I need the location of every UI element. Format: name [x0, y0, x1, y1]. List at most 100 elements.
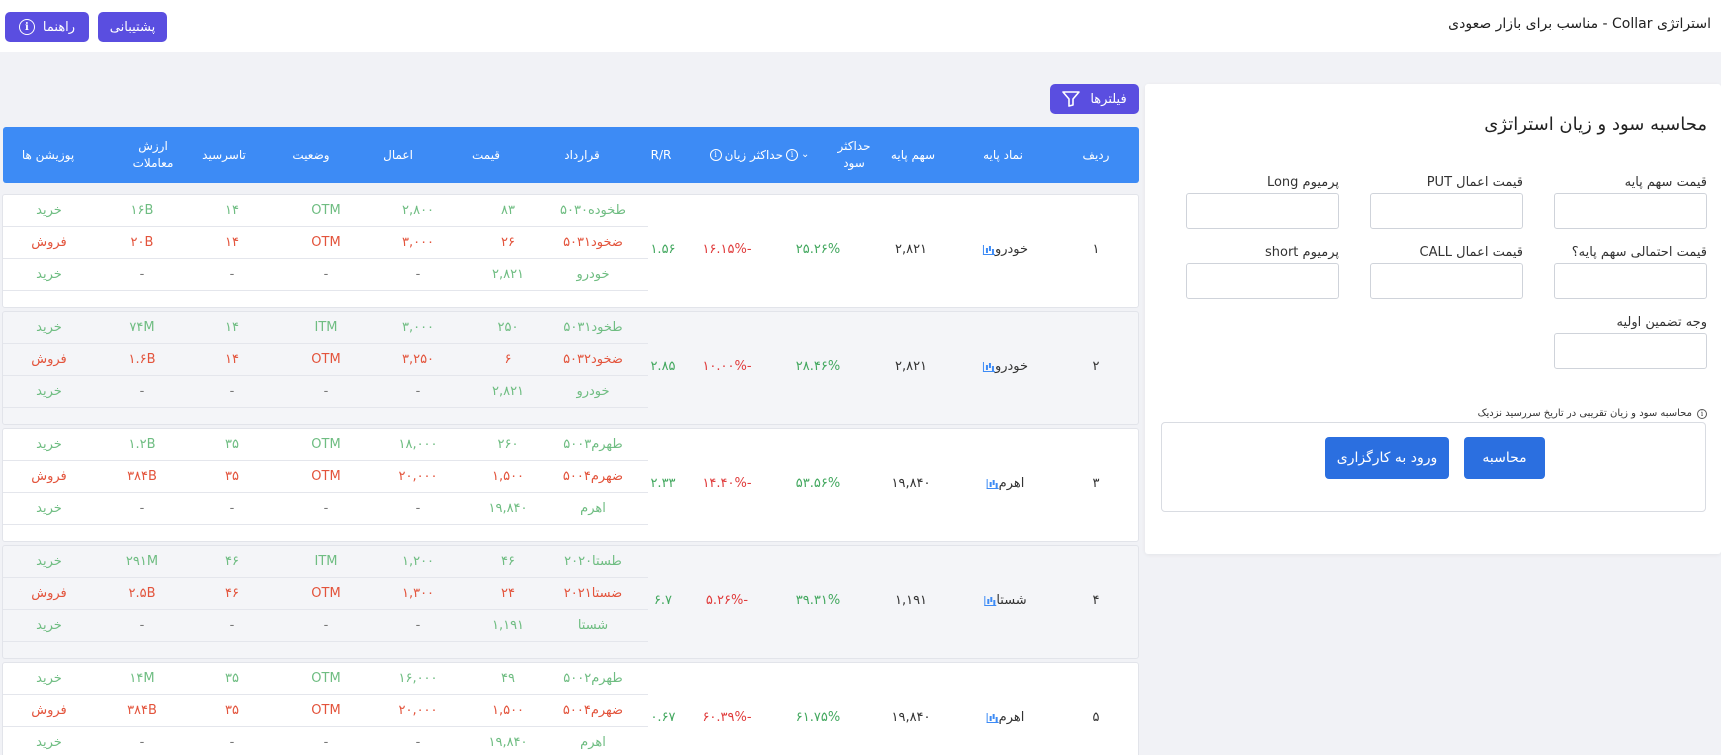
leg-contract[interactable]: ضخود۵۰۳۲: [563, 352, 623, 367]
leg-position: فروش: [31, 469, 67, 484]
leg-contract[interactable]: طهرم۵۰۰۳: [563, 437, 623, 452]
leg-position: خرید: [36, 384, 62, 399]
base-symbol[interactable]: شستا: [981, 593, 1027, 608]
base-price: ۱,۱۹۱: [894, 593, 928, 608]
leg-contract[interactable]: ضخود۵۰۳۱: [563, 235, 623, 250]
leg-value: -: [139, 735, 145, 750]
table-row[interactable]: ۲ خودرو ۲,۸۲۱ ۲۸.۴۶% -۱۰.۰۰% ۲.۸۵ طخود۵۰۳۱ ۲۵۰ ۳…: [2, 311, 1139, 425]
leg-contract[interactable]: طخوده۵۰۳۰: [560, 203, 626, 218]
base-price: ۲,۸۲۱: [894, 359, 928, 374]
leg-status: OTM: [311, 671, 341, 686]
leg-position: خرید: [36, 437, 62, 452]
header-max-loss[interactable]: ⌄ i حداکثر زیان i: [695, 127, 825, 183]
input-base-price[interactable]: [1554, 193, 1707, 229]
base-symbol[interactable]: اهرم: [984, 476, 1024, 491]
leg-strike: ۳,۲۵۰: [401, 352, 435, 367]
leg-contract[interactable]: طهرم۵۰۰۲: [563, 671, 623, 686]
leg-status: OTM: [311, 437, 341, 452]
leg-value: -: [139, 618, 145, 633]
leg-value: ۱۶B: [130, 203, 154, 218]
table-row[interactable]: ۴ شستا ۱,۱۹۱ ۳۹.۳۱% -۵.۲۶% ۶.۷ طستا۲۰۲۰ ۴۶ ۱,۲۰۰…: [2, 545, 1139, 659]
base-symbol[interactable]: خودرو: [980, 242, 1028, 257]
leg-contract[interactable]: ضستا۲۰۲۱: [563, 586, 623, 601]
label-long-premium: پرمیوم Long: [1266, 175, 1339, 190]
leg-row: ضخود۵۰۳۲ ۶ ۳,۲۵۰ OTM ۱۴ ۱.۶B فروش: [3, 344, 648, 376]
max-loss: -۱۰.۰۰%: [702, 359, 752, 374]
leg-value: ۱.۶B: [128, 352, 156, 367]
max-profit: ۲۸.۴۶%: [795, 359, 841, 374]
label-short-premium: پرمیوم short: [1265, 245, 1339, 260]
base-price: ۱۹,۸۴۰: [891, 710, 931, 725]
base-symbol-label: خودرو: [994, 242, 1029, 257]
leg-contract[interactable]: خودرو: [576, 267, 610, 282]
base-symbol-label: شستا: [996, 593, 1027, 608]
leg-price: ۲,۸۲۱: [491, 384, 525, 399]
input-expected-base-price[interactable]: [1554, 263, 1707, 299]
leg-status: -: [323, 735, 329, 750]
leg-strike: -: [415, 384, 421, 399]
input-put-strike[interactable]: [1370, 193, 1523, 229]
leg-position: فروش: [31, 586, 67, 601]
header-row: ردیف: [1082, 147, 1110, 162]
leg-strike: ۳,۰۰۰: [401, 235, 435, 250]
leg-price: ۲,۸۲۱: [491, 267, 525, 282]
base-symbol-label: خودرو: [994, 359, 1029, 374]
leg-status: -: [323, 267, 329, 282]
header-max-loss-label: حداکثر زیان: [724, 147, 784, 162]
calculator-panel: محاسبه سود و زیان استراتژی قیمت سهم پایه…: [1145, 84, 1721, 554]
leg-status: -: [323, 384, 329, 399]
leg-maturity: -: [229, 384, 235, 399]
header-maturity: تاسرسید: [202, 147, 246, 162]
leg-price: ۱۹,۸۴۰: [488, 501, 528, 516]
leg-contract[interactable]: طخود۵۰۳۱: [563, 320, 623, 335]
table-row[interactable]: ۵ اهرم ۱۹,۸۴۰ ۶۱.۷۵% -۶۰.۳۹% ۰.۶۷ طهرم۵۰۰۲ ۴۹ ۱۶…: [2, 662, 1139, 755]
filters-button[interactable]: فیلترها: [1050, 84, 1139, 114]
leg-position: خرید: [36, 267, 62, 282]
leg-strike: ۱۸,۰۰۰: [398, 437, 438, 452]
filters-label: فیلترها: [1090, 91, 1127, 107]
header-max-profit-label: حداکثر سود: [837, 139, 871, 170]
support-button[interactable]: پشتیبانی: [98, 12, 167, 42]
leg-row: ضستا۲۰۲۱ ۲۴ ۱,۳۰۰ OTM ۴۶ ۲.۵B فروش: [3, 578, 648, 610]
leg-value: ۲۹۱M: [125, 554, 159, 569]
leg-maturity: ۳۵: [225, 437, 239, 452]
leg-maturity: ۴۶: [225, 586, 239, 601]
leg-position: فروش: [31, 235, 67, 250]
header-max-profit[interactable]: حداکثر سود: [829, 127, 879, 183]
base-symbol-label: اهرم: [998, 710, 1025, 725]
table-row[interactable]: ۳ اهرم ۱۹,۸۴۰ ۵۳.۵۶% -۱۴.۴۰% ۲.۳۳ طهرم۵۰۰۳ ۲۶۰ ۱…: [2, 428, 1139, 542]
max-profit: ۳۹.۳۱%: [795, 593, 841, 608]
leg-price: ۲۶۰: [497, 437, 519, 452]
leg-price: ۲۴: [501, 586, 515, 601]
leg-status: ITM: [314, 320, 338, 335]
leg-contract[interactable]: اهرم: [580, 501, 606, 516]
chart-icon: [982, 361, 995, 372]
input-long-premium[interactable]: [1186, 193, 1339, 229]
label-put-strike: قیمت اعمال PUT: [1426, 175, 1523, 190]
input-initial-margin[interactable]: [1554, 333, 1707, 369]
leg-contract[interactable]: شستا: [577, 618, 609, 633]
leg-status: OTM: [311, 352, 341, 367]
leg-contract[interactable]: اهرم: [580, 735, 606, 750]
base-symbol[interactable]: اهرم: [984, 710, 1025, 725]
leg-contract[interactable]: ضهرم۵۰۰۴: [562, 703, 624, 718]
leg-contract[interactable]: خودرو: [576, 384, 610, 399]
max-profit: ۲۵.۲۶%: [795, 242, 841, 257]
max-loss: -۶۰.۳۹%: [702, 710, 752, 725]
label-expected-base-price: قیمت احتمالی سهم پایه؟: [1571, 245, 1707, 260]
header-contract: قرارداد: [564, 147, 600, 162]
chart-icon: [986, 712, 999, 723]
input-short-premium[interactable]: [1186, 263, 1339, 299]
leg-position: فروش: [31, 703, 67, 718]
leg-row: خودرو ۲,۸۲۱ - - - - خرید: [3, 376, 648, 408]
input-call-strike[interactable]: [1370, 263, 1523, 299]
calculate-button[interactable]: محاسبه: [1464, 437, 1545, 479]
leg-maturity: ۳۵: [225, 469, 239, 484]
leg-row: ضخود۵۰۳۱ ۲۶ ۳,۰۰۰ OTM ۱۴ ۲۰B فروش: [3, 227, 648, 259]
broker-login-button[interactable]: ورود به کارگزاری: [1325, 437, 1449, 479]
help-button[interactable]: راهنما i: [5, 12, 89, 42]
base-symbol[interactable]: خودرو: [980, 359, 1028, 374]
leg-contract[interactable]: طستا۲۰۲۰: [564, 554, 622, 569]
leg-contract[interactable]: ضهرم۵۰۰۴: [562, 469, 624, 484]
table-row[interactable]: ۱ خودرو ۲,۸۲۱ ۲۵.۲۶% -۱۶.۱۵% ۱.۵۶ طخوده۵۰۳۰ ۸۳ ۲…: [2, 194, 1139, 308]
